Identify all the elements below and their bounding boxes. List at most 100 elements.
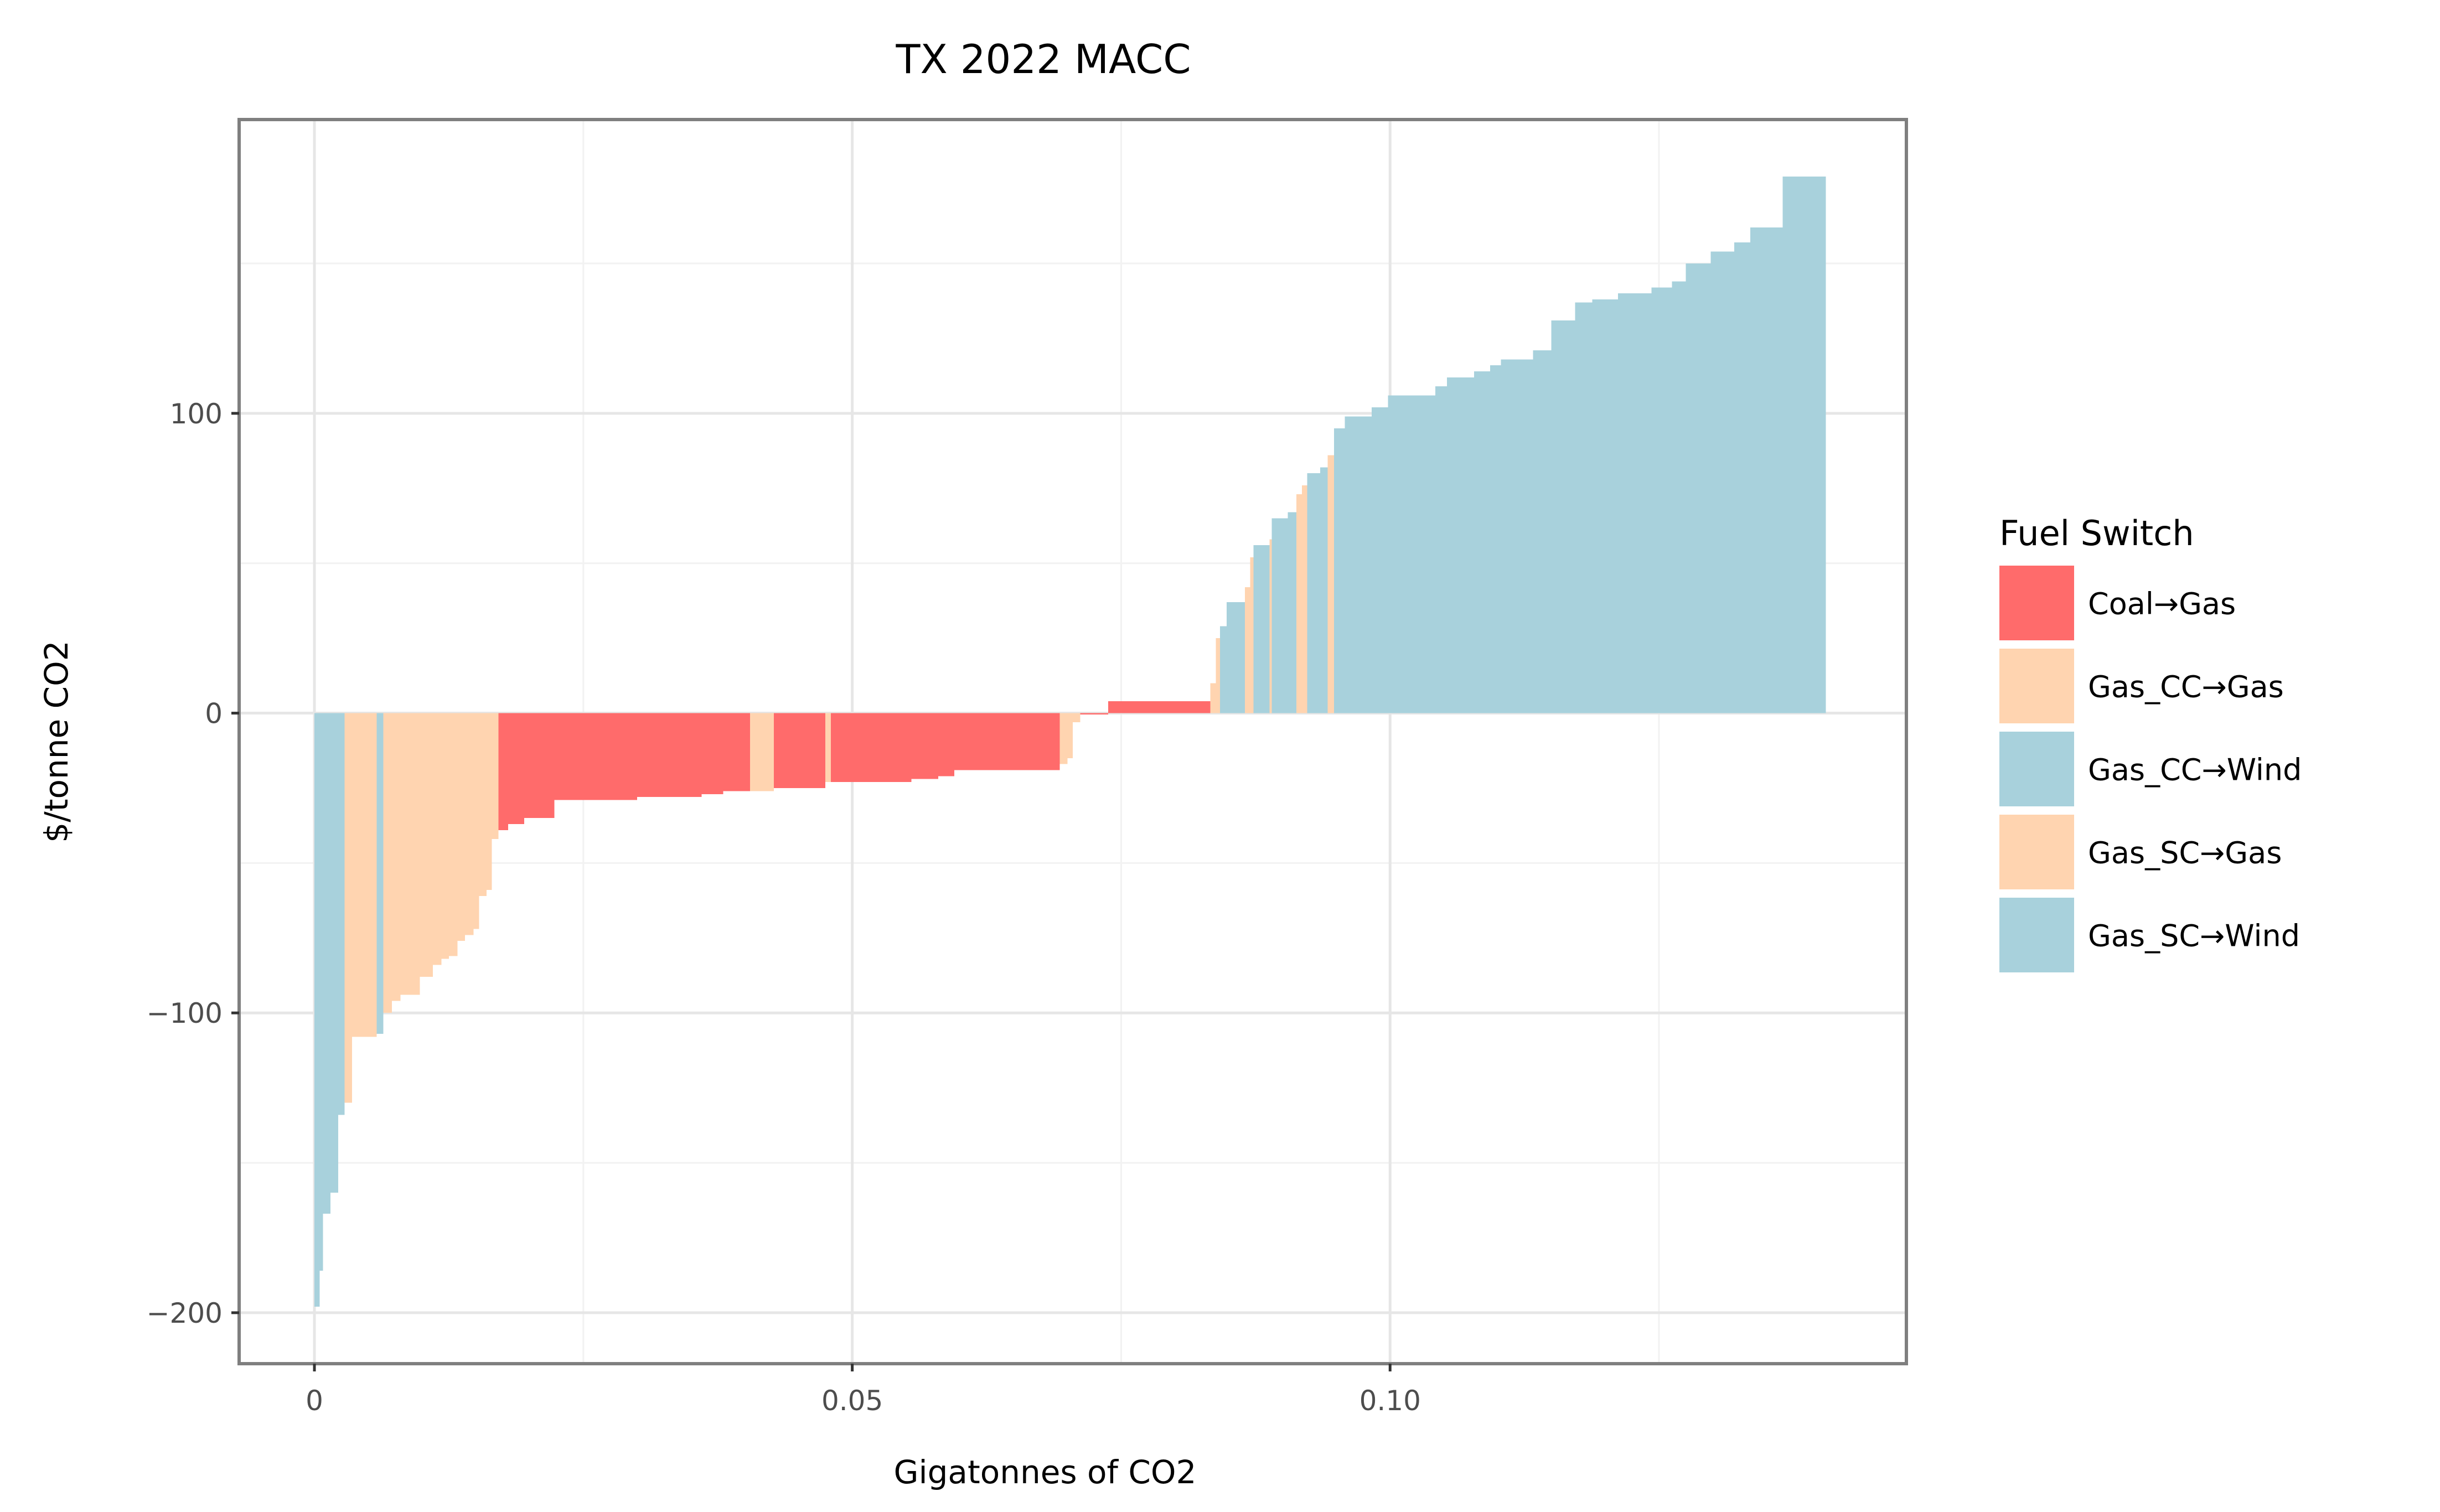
macc-bar — [701, 713, 723, 794]
macc-bar — [441, 713, 449, 959]
macc-bar — [1307, 473, 1320, 713]
macc-bar — [637, 713, 702, 798]
macc-bar — [1734, 242, 1751, 713]
macc-bar — [1750, 227, 1783, 713]
macc-bar — [1372, 407, 1388, 713]
panel-border — [237, 118, 1908, 1365]
macc-bar — [486, 713, 492, 890]
legend-key — [1999, 566, 2074, 640]
macc-bar — [938, 713, 955, 776]
legend-label: Coal→Gas — [2088, 587, 2236, 622]
legend-title: Fuel Switch — [1999, 513, 2194, 553]
macc-bar — [319, 713, 323, 1271]
macc-bar — [391, 713, 401, 1001]
macc-bar — [1320, 467, 1328, 713]
macc-bar — [323, 713, 331, 1214]
macc-bar — [1301, 485, 1307, 713]
macc-bar — [1226, 602, 1245, 713]
y-tick-label: 0 — [205, 698, 223, 730]
x-axis-ticks: 0 0.05 0.10 — [306, 1364, 1421, 1417]
macc-bar — [432, 713, 442, 965]
macc-bar — [492, 713, 499, 840]
legend-key — [1999, 898, 2074, 972]
macc-bar — [1080, 713, 1109, 715]
macc-bar — [352, 713, 377, 1037]
macc-bar — [1059, 713, 1068, 764]
chart-title: TX 2022 MACC — [896, 36, 1191, 82]
macc-bar — [1575, 302, 1593, 713]
y-tick-label: 100 — [170, 398, 223, 430]
macc-bar — [1271, 518, 1288, 713]
macc-bar — [1334, 428, 1345, 713]
macc-bar — [954, 713, 1060, 770]
macc-bar — [376, 713, 384, 1034]
bars — [314, 176, 1826, 1307]
macc-bar — [420, 713, 433, 977]
macc-bar — [400, 713, 420, 995]
legend: Fuel Switch Coal→Gas Gas_CC→Gas Gas_CC→Win… — [1999, 513, 2302, 972]
macc-bar — [448, 713, 458, 956]
macc-bar — [344, 713, 353, 1103]
macc-bar — [1782, 176, 1826, 713]
macc-bar — [825, 713, 831, 783]
macc-bar — [1253, 545, 1270, 713]
macc-bar — [1651, 287, 1672, 713]
macc-bar — [473, 713, 479, 929]
y-axis-title: $/tonne CO2 — [38, 640, 75, 842]
plot-panel — [237, 118, 1908, 1365]
macc-bar — [1618, 293, 1652, 713]
macc-bar — [750, 713, 774, 791]
x-tick-label: 0.05 — [821, 1385, 883, 1417]
x-tick-label: 0 — [306, 1385, 323, 1417]
macc-bar — [1551, 320, 1575, 713]
legend-label: Gas_CC→Gas — [2088, 670, 2284, 705]
macc-bar — [1108, 701, 1211, 713]
macc-bar — [1216, 638, 1221, 713]
macc-bar — [383, 713, 392, 1013]
macc-bar — [457, 713, 466, 941]
macc-bar — [911, 713, 939, 779]
macc-bar — [479, 713, 487, 896]
macc-bar — [1250, 557, 1254, 713]
legend-label: Gas_CC→Wind — [2088, 753, 2302, 788]
legend-key — [1999, 815, 2074, 889]
legend-items: Coal→Gas Gas_CC→Gas Gas_CC→Wind Gas_SC→Gas G… — [1999, 566, 2302, 972]
macc-bar — [723, 713, 751, 791]
macc-bar — [1474, 371, 1490, 713]
x-tick-label: 0.10 — [1359, 1385, 1421, 1417]
y-tick-label: −100 — [147, 997, 223, 1029]
macc-bar — [465, 713, 474, 935]
macc-bar — [1435, 386, 1448, 713]
macc-bar — [1327, 455, 1335, 713]
macc-bar — [1388, 395, 1435, 713]
macc-bar — [1067, 713, 1073, 758]
macc-bar — [1288, 512, 1297, 713]
macc-bar — [1345, 416, 1372, 713]
macc-bar — [1269, 539, 1272, 713]
x-axis-title: Gigatonnes of CO2 — [894, 1453, 1197, 1491]
macc-bar — [498, 713, 508, 830]
macc-bar — [1592, 299, 1619, 713]
macc-bar — [1220, 626, 1227, 713]
macc-bar — [1501, 359, 1533, 713]
macc-bar — [314, 713, 320, 1307]
macc-bar — [1244, 587, 1250, 713]
macc-bar — [330, 713, 338, 1193]
macc-bar — [773, 713, 826, 788]
macc-bar — [830, 713, 912, 783]
macc-bar — [1210, 683, 1216, 713]
legend-key — [1999, 649, 2074, 723]
macc-bar — [1672, 281, 1686, 713]
legend-key — [1999, 732, 2074, 806]
y-tick-label: −200 — [147, 1297, 223, 1329]
macc-bar — [554, 713, 637, 800]
macc-bar — [1533, 350, 1552, 713]
macc-bar — [1073, 713, 1081, 722]
legend-label: Gas_SC→Gas — [2088, 836, 2282, 871]
y-axis-ticks: −200 −100 0 100 — [147, 398, 239, 1329]
legend-label: Gas_SC→Wind — [2088, 919, 2300, 954]
macc-bar — [1490, 365, 1501, 713]
macc-bar — [1296, 494, 1302, 713]
macc-bar — [338, 713, 345, 1115]
